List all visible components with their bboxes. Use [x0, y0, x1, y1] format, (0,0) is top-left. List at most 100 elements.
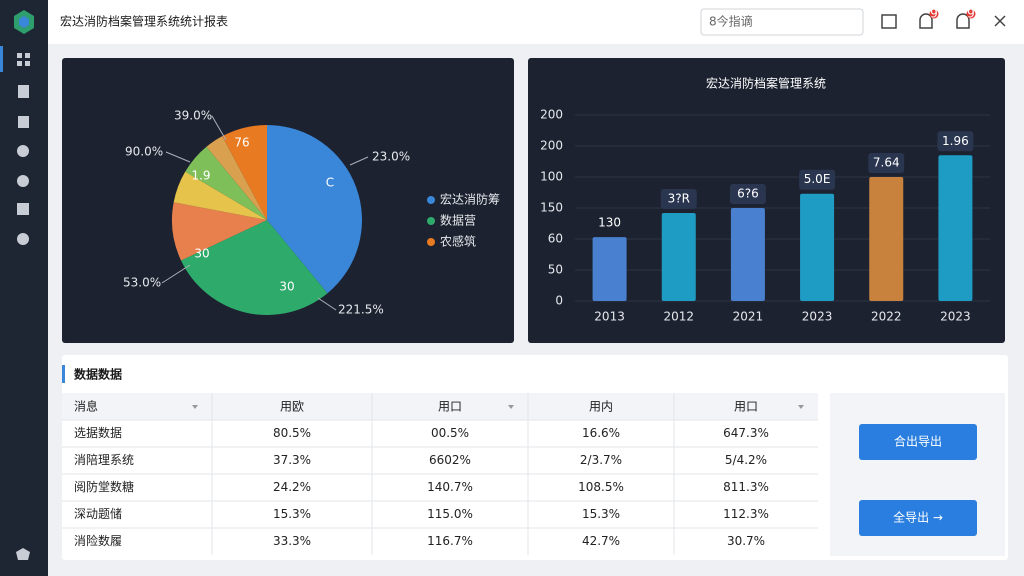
- bell-icon[interactable]: [956, 13, 970, 29]
- table-cell: 消陪理系统: [74, 452, 134, 467]
- doc-icon[interactable]: [881, 14, 897, 29]
- leader-line: [161, 264, 191, 284]
- column-header[interactable]: 消息: [74, 399, 98, 414]
- x-tick-label: 2023: [802, 310, 833, 324]
- nav-icon[interactable]: [18, 85, 29, 98]
- column-header[interactable]: 用口: [438, 400, 462, 414]
- sort-arrow[interactable]: [192, 405, 198, 409]
- legend-label: 农感筑: [440, 234, 476, 249]
- table-header: [62, 393, 818, 420]
- x-tick-label: 2012: [663, 310, 694, 324]
- y-tick-label: 100: [540, 170, 563, 184]
- table-cell: 选据数据: [74, 425, 122, 440]
- pie-annotation: 23.0%: [372, 150, 410, 164]
- bar: [869, 177, 904, 301]
- section-marker: [62, 365, 65, 383]
- pie-slice: [172, 202, 267, 261]
- y-tick-label: 200: [540, 108, 563, 122]
- bar: [800, 193, 835, 301]
- pie-slice: [173, 171, 267, 220]
- table-cell: 33.3%: [273, 534, 311, 548]
- nav-icon[interactable]: [16, 548, 30, 560]
- table-cell: 24.2%: [273, 480, 311, 494]
- table-cell: 647.3%: [723, 426, 769, 440]
- table-cell: 15.3%: [582, 507, 620, 521]
- pie-annotation: 39.0%: [174, 109, 212, 123]
- sort-arrow[interactable]: [798, 405, 804, 409]
- bar: [661, 212, 696, 301]
- value-label: 5.0E: [804, 172, 831, 186]
- leader-line: [211, 115, 227, 141]
- legend-label: 宏达消防筹: [440, 192, 500, 207]
- value-label-box: [799, 169, 836, 190]
- search-box[interactable]: [700, 8, 864, 36]
- chart-title: 宏达消防档案管理系统: [706, 76, 826, 91]
- table-cell: 37.3%: [273, 453, 311, 467]
- value-label-box: [937, 131, 974, 152]
- column-header[interactable]: 用欧: [280, 400, 304, 414]
- search-placeholder: 8今指谪: [709, 14, 753, 29]
- table-cell: 16.6%: [582, 426, 620, 440]
- value-label: 130: [598, 216, 621, 230]
- pie-annotation: 221.5%: [338, 303, 384, 317]
- nav-icon[interactable]: [17, 175, 29, 187]
- leader-line: [317, 297, 337, 311]
- legend-swatch: [427, 196, 435, 204]
- value-label-box: [660, 188, 697, 209]
- slice-label: C: [326, 176, 334, 190]
- pie-slice: [181, 220, 328, 316]
- nav-icon[interactable]: [25, 61, 30, 66]
- value-label: 3?R: [668, 191, 690, 205]
- table-cell: 140.7%: [427, 480, 473, 494]
- button-label[interactable]: 合出导出: [894, 434, 942, 449]
- nav-icon[interactable]: [17, 203, 29, 215]
- table-cell: 2/3.7%: [580, 453, 622, 467]
- bar: [730, 208, 765, 301]
- nav-icon[interactable]: [17, 145, 29, 157]
- x-tick-label: 2023: [940, 310, 971, 324]
- x-tick-label: 2021: [733, 310, 764, 324]
- column-header[interactable]: 用内: [589, 400, 613, 414]
- y-tick-label: 0: [555, 294, 563, 308]
- value-label: 7.64: [873, 156, 900, 170]
- logo-inner: [19, 16, 29, 28]
- y-tick-label: 200: [540, 139, 563, 153]
- nav-icon[interactable]: [18, 116, 29, 128]
- table-cell: 42.7%: [582, 534, 620, 548]
- pie-annotation: 90.0%: [125, 145, 163, 159]
- y-tick-label: 150: [540, 201, 563, 215]
- button-label[interactable]: 全导出 →: [893, 510, 943, 525]
- close-icon[interactable]: [994, 15, 1006, 27]
- pie-annotation: 53.0%: [123, 276, 161, 290]
- nav-icon[interactable]: [25, 53, 30, 58]
- y-tick-label: 50: [548, 263, 563, 277]
- value-label-box: [868, 153, 905, 173]
- nav-icon[interactable]: [17, 61, 22, 66]
- legend-swatch: [427, 238, 435, 246]
- nav-icon[interactable]: [17, 53, 22, 58]
- table-cell: 6602%: [429, 453, 471, 467]
- pie-slice: [206, 136, 267, 220]
- bell-icon[interactable]: [919, 13, 933, 29]
- x-tick-label: 2013: [594, 310, 625, 324]
- legend-swatch: [427, 217, 435, 225]
- bar: [592, 237, 627, 301]
- nav-icon[interactable]: [17, 233, 29, 245]
- slice-label: 1.9: [191, 169, 210, 183]
- value-label-box: [729, 184, 766, 204]
- sort-arrow[interactable]: [508, 405, 514, 409]
- leader-line: [349, 156, 369, 166]
- export-button[interactable]: [859, 424, 977, 460]
- table-cell: 30.7%: [727, 534, 765, 548]
- badge: [929, 9, 939, 19]
- table-cell: 112.3%: [723, 507, 769, 521]
- table-cell: 15.3%: [273, 507, 311, 521]
- badge-count: 9: [930, 7, 938, 21]
- table-cell: 115.0%: [427, 507, 473, 521]
- table-cell: 108.5%: [578, 480, 624, 494]
- column-header[interactable]: 用口: [734, 400, 758, 414]
- badge-count: 9: [967, 7, 975, 21]
- table-cell: 116.7%: [427, 534, 473, 548]
- export-button[interactable]: [859, 500, 977, 536]
